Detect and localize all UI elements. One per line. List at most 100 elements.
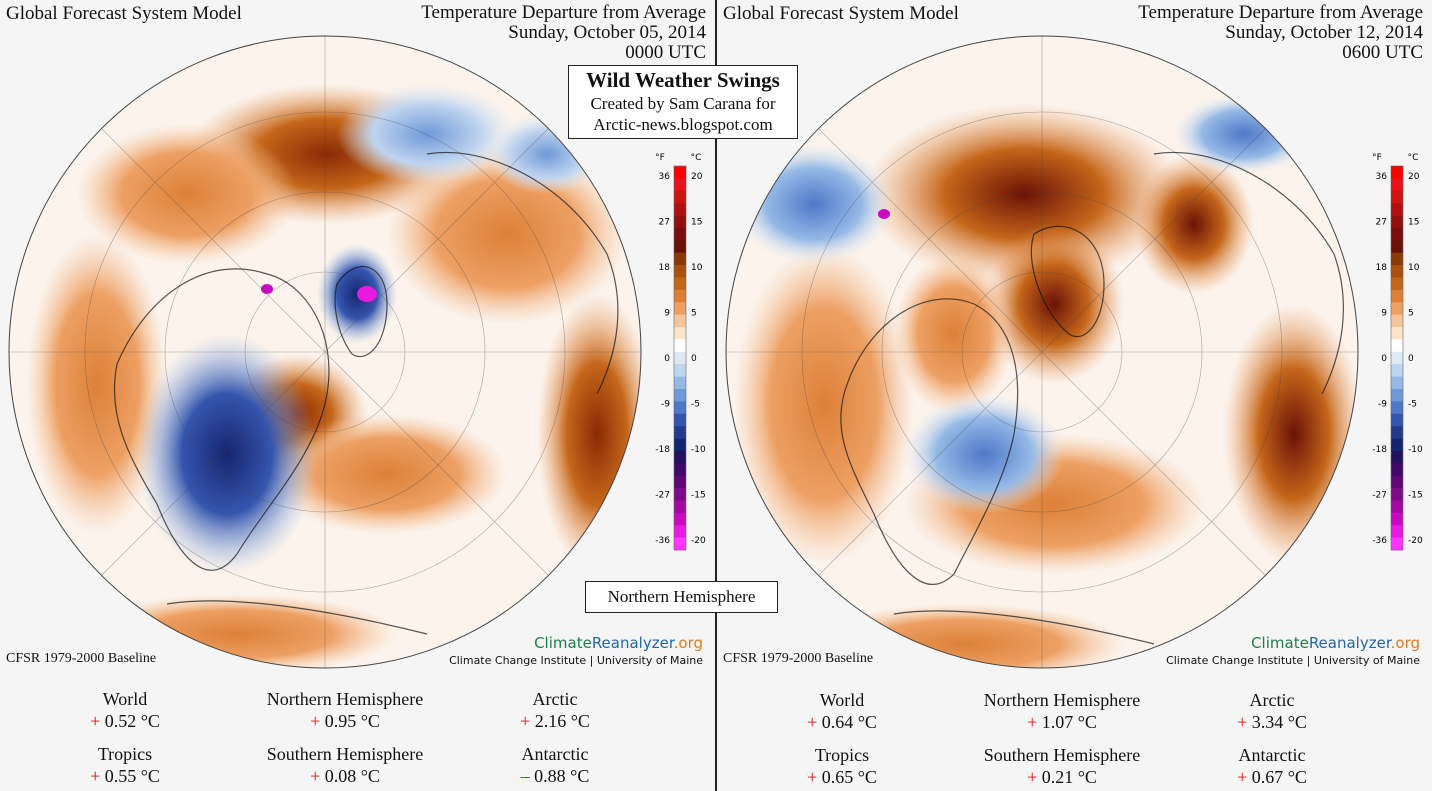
scale-swatch <box>1391 500 1403 514</box>
scale-f-tick-label: -36 <box>655 536 670 546</box>
scale-swatch <box>674 463 686 476</box>
scale-border <box>673 165 687 551</box>
scale-swatch <box>1391 277 1403 291</box>
scale-f-tick-label: 18 <box>1376 263 1388 273</box>
map-time: 0000 UTC <box>625 42 706 63</box>
scale-swatch <box>674 302 686 315</box>
scale-f-tick-label: 0 <box>1381 354 1387 364</box>
scale-swatch <box>1391 475 1403 489</box>
anomaly-globe <box>725 35 1359 669</box>
scale-swatch <box>674 438 686 452</box>
scale-swatch <box>674 512 686 526</box>
scale-swatch <box>1391 438 1403 452</box>
overlay-title: Wild Weather Swings <box>586 68 780 92</box>
scale-c-tick-label: -10 <box>691 445 706 455</box>
scale-swatch <box>674 537 686 551</box>
scale-swatch <box>674 252 686 266</box>
anomaly-globe <box>8 35 642 669</box>
map-date: Sunday, October 12, 2014 <box>1225 22 1423 43</box>
map-title: Temperature Departure from Average <box>421 2 706 23</box>
institution: Climate Change Institute | University of… <box>449 654 703 667</box>
scale-swatch <box>674 215 686 229</box>
scale-swatch <box>674 203 686 216</box>
scale-swatch <box>674 450 686 464</box>
scale-swatch <box>674 339 686 353</box>
scale-swatch <box>674 314 686 328</box>
scale-c-tick-label: 15 <box>691 218 702 228</box>
baseline-note: CFSR 1979-2000 Baseline <box>723 651 874 666</box>
scale-swatch <box>1391 525 1403 538</box>
stat-southern-hemisphere: Southern Hemisphere + 0.08 °C <box>266 744 424 786</box>
scale-swatch <box>1391 339 1403 353</box>
map-title: Temperature Departure from Average <box>1138 2 1423 23</box>
scale-c-tick-label: -15 <box>691 491 706 501</box>
scale-f-tick-label: -27 <box>1372 491 1387 501</box>
scale-swatch <box>674 376 686 390</box>
scale-swatch <box>674 166 686 179</box>
scale-f-tick-label: -18 <box>655 445 670 455</box>
scale-swatch <box>674 227 686 241</box>
climate-reanalyzer-logo: ClimateReanalyzer.org <box>1251 634 1420 652</box>
stat-northern-hemisphere: Northern Hemisphere + 1.07 °C <box>983 690 1141 732</box>
scale-swatch <box>1391 265 1403 278</box>
stat-antarctic: Antarctic + 0.67 °C <box>1237 745 1307 787</box>
scale-swatch <box>674 401 686 415</box>
scale-f-tick-label: -36 <box>1372 536 1387 546</box>
scale-f-tick-label: 36 <box>659 172 671 182</box>
model-name: Global Forecast System Model <box>6 3 242 24</box>
scale-swatch <box>1391 166 1403 179</box>
scale-swatch <box>1391 215 1403 229</box>
scale-swatch <box>674 277 686 291</box>
scale-c-tick-label: 10 <box>691 263 703 273</box>
scale-bars <box>673 165 687 551</box>
stat-antarctic: Antarctic – 0.88 °C <box>520 744 590 786</box>
map-panel-oct12: Global Forecast System Model Temperature… <box>717 0 1432 791</box>
region-label: Northern Hemisphere <box>585 581 778 613</box>
scale-swatch <box>674 190 686 204</box>
scale-f-ticks: 36 27 18 9 0 -9 -18 -27 -36 <box>655 172 670 546</box>
scale-swatch <box>674 364 686 377</box>
scale-f-label: °F <box>1372 153 1382 163</box>
scale-swatch <box>1391 364 1403 377</box>
scale-swatch <box>674 500 686 514</box>
scale-swatch <box>1391 203 1403 216</box>
stat-world: World + 0.52 °C <box>90 689 160 731</box>
scale-f-tick-label: -9 <box>1378 400 1387 410</box>
scale-bars <box>1390 165 1404 551</box>
scale-swatch <box>1391 252 1403 266</box>
scale-swatch <box>1391 240 1403 254</box>
scale-c-tick-label: -20 <box>691 536 706 546</box>
scale-c-tick-label: 5 <box>691 309 697 319</box>
scale-swatch <box>1391 178 1403 192</box>
scale-swatch <box>674 413 686 427</box>
scale-swatch <box>674 327 686 340</box>
scale-swatch <box>674 388 686 402</box>
scale-c-tick-label: 0 <box>1408 354 1414 364</box>
overlay-site: Arctic-news.blogspot.com <box>593 115 773 134</box>
map-date: Sunday, October 05, 2014 <box>508 22 706 43</box>
panel-divider <box>715 0 717 791</box>
scale-swatch <box>674 351 686 365</box>
institution: Climate Change Institute | University of… <box>1166 654 1420 667</box>
scale-f-tick-label: 27 <box>1376 218 1387 228</box>
scale-swatch <box>1391 488 1403 501</box>
scale-c-tick-label: -15 <box>1408 491 1423 501</box>
source-credit: ClimateReanalyzer.org Climate Change Ins… <box>449 634 703 667</box>
scale-swatch <box>1391 227 1403 241</box>
scale-f-tick-label: 9 <box>1381 309 1387 319</box>
overlay-credit: Created by Sam Carana for <box>590 94 776 113</box>
stat-southern-hemisphere: Southern Hemisphere + 0.21 °C <box>983 745 1141 787</box>
scale-f-tick-label: 27 <box>659 218 670 228</box>
stat-northern-hemisphere: Northern Hemisphere + 0.95 °C <box>266 689 424 731</box>
scale-f-tick-label: 18 <box>659 263 671 273</box>
map-header: Temperature Departure from Average Sunda… <box>1138 3 1423 63</box>
climate-reanalyzer-logo: ClimateReanalyzer.org <box>534 634 703 652</box>
scale-swatch <box>1391 327 1403 340</box>
scale-c-ticks: 20 15 10 5 0 -5 -10 -15 -20 <box>1408 172 1423 546</box>
scale-swatch <box>1391 190 1403 204</box>
scale-swatch <box>674 240 686 254</box>
scale-swatch <box>1391 450 1403 464</box>
scale-f-label: °F <box>655 153 665 163</box>
scale-swatch <box>674 488 686 501</box>
scale-c-tick-label: 0 <box>691 354 697 364</box>
